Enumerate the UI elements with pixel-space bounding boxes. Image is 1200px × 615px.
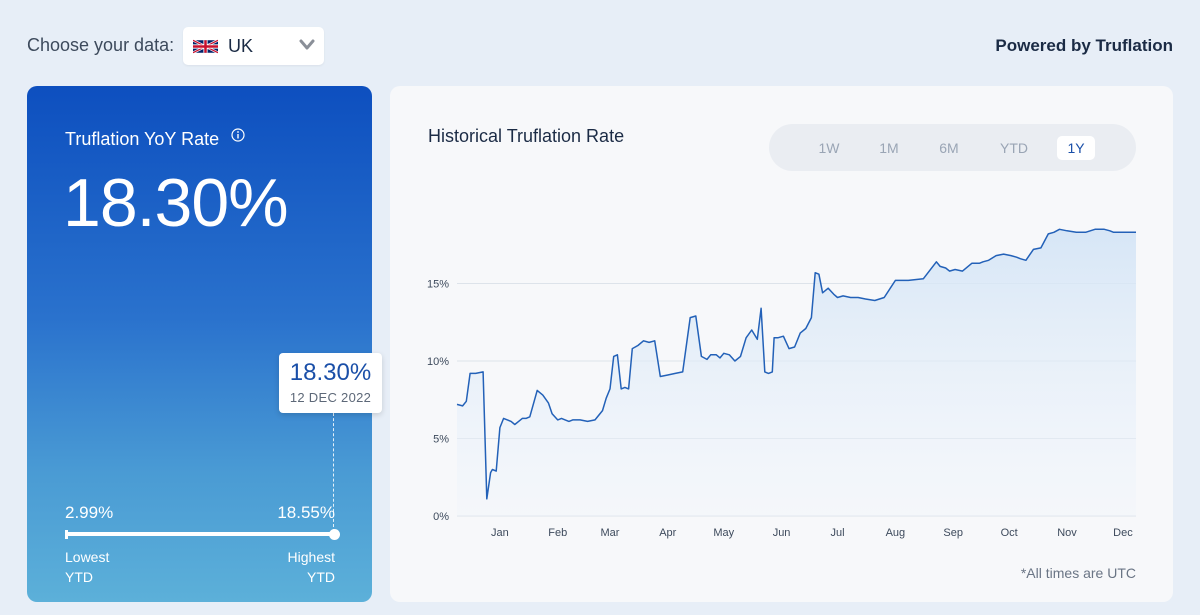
tab-1y[interactable]: 1Y: [1057, 136, 1095, 160]
range-current-marker: [329, 529, 340, 540]
info-icon[interactable]: [231, 128, 245, 142]
series-area: [457, 229, 1136, 517]
x-tick-label: Aug: [886, 527, 906, 539]
highest-label-line2: YTD: [307, 569, 335, 585]
country-select[interactable]: UK: [183, 27, 324, 65]
lowest-label-line2: YTD: [65, 569, 93, 585]
time-range-tabs: 1W 1M 6M YTD 1Y: [769, 124, 1136, 171]
range-track: [65, 532, 337, 536]
data-chooser-label: Choose your data:: [27, 35, 175, 55]
x-tick-label: May: [713, 527, 734, 539]
x-tick-label: Mar: [600, 527, 619, 539]
current-rate-tooltip: 18.30% 12 DEC 2022: [279, 353, 382, 413]
history-chart-card: Historical Truflation Rate 1W 1M 6M YTD …: [390, 86, 1173, 602]
lowest-label: Lowest YTD: [65, 547, 109, 587]
x-tick-label: Dec: [1113, 527, 1133, 539]
lowest-label-line1: Lowest: [65, 549, 110, 565]
tab-ytd[interactable]: YTD: [1000, 140, 1028, 156]
lowest-value: 2.99%: [65, 503, 114, 522]
country-name: UK: [228, 35, 254, 56]
tab-1w[interactable]: 1W: [818, 140, 840, 156]
marker-dashed-line: [333, 408, 334, 532]
highest-label: Highest YTD: [288, 547, 335, 587]
tab-1m[interactable]: 1M: [879, 140, 899, 156]
chart-title: Historical Truflation Rate: [428, 126, 625, 146]
powered-by-label: Powered by Truflation: [995, 36, 1173, 55]
uk-flag-icon: [193, 38, 218, 54]
current-rate: 18.30%: [63, 165, 289, 241]
tooltip-date: 12 DEC 2022: [289, 390, 372, 405]
x-tick-label: Jul: [831, 527, 845, 539]
tab-6m[interactable]: 6M: [939, 140, 959, 156]
y-tick-label: 15%: [427, 279, 449, 291]
y-tick-label: 5%: [433, 434, 449, 446]
x-tick-label: Apr: [659, 527, 676, 539]
timezone-footnote: *All times are UTC: [1020, 565, 1136, 581]
series-line: [456, 228, 1136, 500]
rate-chart: 0% 5% 10% 15% Jan Feb Mar Apr May Jun Jul Aug Sep Oct…: [427, 228, 1136, 539]
rate-summary-card: Truflation YoY Rate 18.30% 2.99% 18.55% …: [27, 86, 372, 602]
y-tick-label: 0%: [433, 511, 449, 523]
x-tick-label: Jan: [491, 527, 509, 539]
x-tick-label: Jun: [773, 527, 791, 539]
chevron-down-icon: [299, 39, 315, 50]
rate-title: Truflation YoY Rate: [65, 129, 220, 149]
highest-value: 18.55%: [277, 503, 335, 522]
y-tick-label: 10%: [427, 356, 449, 368]
range-start-tick: [65, 530, 68, 539]
x-tick-label: Oct: [1001, 527, 1018, 539]
tooltip-value: 18.30%: [289, 359, 372, 386]
x-tick-label: Nov: [1057, 527, 1077, 539]
highest-label-line1: Highest: [287, 549, 335, 565]
x-tick-label: Feb: [548, 527, 567, 539]
x-tick-label: Sep: [943, 527, 963, 539]
